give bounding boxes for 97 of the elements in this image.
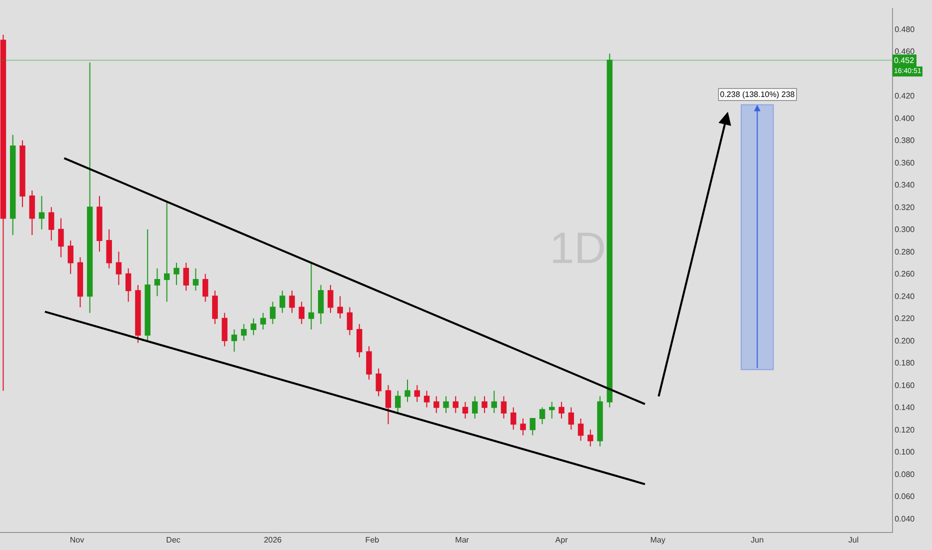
candlestick	[414, 384, 420, 402]
candlestick	[434, 396, 440, 414]
candlestick	[606, 53, 612, 408]
candlestick	[597, 396, 603, 447]
candlestick	[231, 329, 238, 352]
y-tick-label: 0.420	[894, 92, 916, 101]
candlestick	[491, 390, 497, 414]
candlestick	[77, 256, 84, 308]
x-tick-label: Nov	[70, 536, 84, 545]
candlestick	[588, 429, 594, 447]
y-tick-label: 0.100	[894, 448, 916, 457]
y-tick-label: 0.060	[894, 492, 916, 502]
candlestick	[578, 418, 584, 442]
candlestick	[452, 396, 458, 414]
y-tick-label: 0.200	[894, 336, 916, 346]
x-tick-label: Dec	[166, 536, 180, 545]
y-tick-label: 0.120	[894, 425, 916, 434]
y-tick-label: 0.260	[894, 270, 916, 279]
x-tick-label: Feb	[365, 536, 380, 545]
x-tick-label: Jul	[848, 536, 859, 545]
candlestick	[144, 228, 150, 342]
candlestick	[424, 390, 430, 408]
candlestick	[346, 306, 353, 336]
candlestick	[48, 206, 54, 242]
candlestick	[539, 406, 546, 425]
candlestick	[289, 290, 295, 314]
candlestick	[106, 228, 112, 269]
y-tick-label: 0.080	[894, 470, 916, 479]
candlestick	[366, 346, 372, 380]
candlestick	[125, 268, 132, 302]
candlestick	[500, 396, 507, 420]
candlestick	[568, 406, 574, 430]
candlestick	[164, 201, 170, 302]
x-tick-label: Apr	[555, 536, 568, 545]
candlestick	[10, 134, 16, 236]
candlestick	[174, 262, 180, 286]
candlestick	[443, 396, 449, 414]
y-tick-label: 0.040	[894, 514, 916, 524]
y-tick-label: 0.300	[894, 225, 916, 234]
candlestick	[462, 401, 468, 420]
candlestick	[183, 262, 189, 292]
candlestick	[29, 190, 35, 236]
candlestick	[472, 396, 478, 420]
candlestick	[38, 196, 45, 230]
candlestick	[376, 368, 382, 397]
y-tick-label: 0.240	[894, 292, 916, 301]
y-tick-label: 0.280	[894, 247, 916, 256]
candlestick	[20, 140, 26, 208]
candlestick	[270, 301, 276, 324]
candlestick	[308, 262, 314, 330]
candlestick	[68, 240, 74, 274]
y-tick-label: 0.360	[894, 158, 916, 168]
y-tick-label: 0.480	[894, 24, 916, 34]
candlestick	[530, 418, 536, 436]
candlestick	[116, 251, 122, 286]
x-tick-label: Mar	[455, 536, 470, 545]
candlestick	[385, 384, 392, 425]
candlestick	[0, 34, 6, 392]
candlestick	[58, 218, 64, 258]
candlestick	[154, 268, 160, 297]
candlestick	[250, 318, 256, 336]
ref-line-label: 0.452	[894, 56, 915, 65]
candlestick	[510, 406, 516, 430]
y-tick-label: 0.380	[894, 136, 916, 146]
candlestick	[280, 290, 286, 314]
candlestick	[135, 284, 141, 344]
candlestick	[482, 396, 488, 414]
candlestick	[328, 284, 334, 314]
candlestick	[558, 401, 564, 420]
candlestick	[549, 401, 555, 420]
candlestick	[337, 296, 343, 319]
candlestick	[520, 418, 526, 436]
annotation: 0.238 (138.10%) 238	[720, 90, 796, 99]
x-tick-label: Jun	[750, 536, 764, 545]
candlestick	[404, 379, 410, 402]
candlestick	[192, 268, 199, 292]
y-tick-label: 0.140	[894, 403, 916, 412]
y-tick-label: 0.340	[894, 180, 916, 190]
candlestick	[260, 312, 266, 330]
candlestick	[86, 62, 93, 314]
x-tick-label: 2026	[264, 536, 282, 545]
candlestick	[395, 390, 401, 414]
y-tick-label: 0.220	[894, 314, 916, 324]
y-tick-label: 0.180	[894, 358, 916, 368]
y-tick-label: 0.400	[894, 114, 916, 123]
candlestick	[96, 196, 102, 252]
y-tick-label: 0.160	[894, 380, 916, 390]
candlestick	[241, 323, 247, 342]
candlestick	[318, 284, 324, 324]
y-tick-label: 0.320	[894, 202, 916, 212]
candlestick	[298, 301, 304, 324]
candlestick	[202, 273, 208, 302]
candlestick	[356, 323, 362, 358]
y-tick-label: 0.460	[894, 47, 916, 56]
x-tick-label: May	[650, 536, 666, 545]
candlestick	[222, 312, 228, 347]
candlestick	[212, 290, 218, 324]
